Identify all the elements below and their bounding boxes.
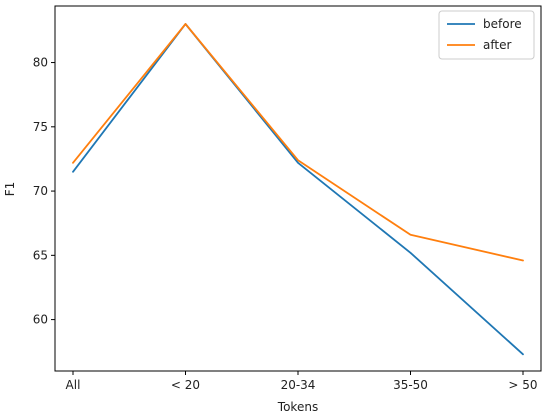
y-tick-label: 70	[33, 184, 48, 198]
y-tick-label: 65	[33, 248, 48, 262]
series-layer	[72, 23, 524, 356]
legend: before after	[438, 10, 535, 60]
x-tick-label: < 20	[171, 378, 200, 392]
y-axis-label: F1	[3, 182, 17, 197]
y-tick-label: 60	[33, 313, 48, 327]
x-tick-label: All	[66, 378, 81, 392]
x-tick-label: 20-34	[281, 378, 316, 392]
legend-box	[438, 10, 535, 60]
legend-label-before: before	[483, 17, 522, 31]
y-tick-label: 80	[33, 56, 48, 70]
series-line-after	[72, 23, 524, 262]
y-axis-ticks: 60 65 70 75 80	[33, 56, 55, 327]
legend-label-after: after	[483, 38, 511, 52]
y-tick-label: 75	[33, 120, 48, 134]
x-tick-label: 35-50	[393, 378, 428, 392]
x-axis-label: Tokens	[277, 400, 318, 414]
x-tick-label: > 50	[508, 378, 537, 392]
series-line-before	[72, 23, 524, 356]
x-axis-ticks: All < 20 20-34 35-50 > 50	[66, 371, 538, 392]
plot-frame	[54, 5, 542, 372]
